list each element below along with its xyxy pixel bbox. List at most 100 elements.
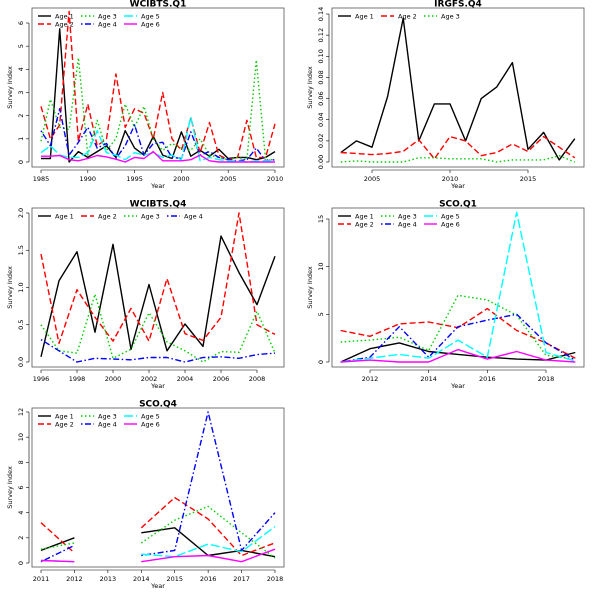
legend-label: Age 3 — [98, 12, 117, 20]
series-line-age-2 — [40, 10, 276, 161]
x-axis: 2005 2010 2015 — [364, 169, 537, 183]
x-tick-label: 2015 — [520, 175, 537, 183]
x-axis: 1996 1998 2000 2002 2004 2006 2008 — [33, 369, 266, 383]
series-line-age-2 — [40, 212, 276, 345]
x-tick-label: 1998 — [69, 375, 86, 383]
series-line-age-1 — [40, 235, 276, 357]
x-tick-label: 1985 — [33, 175, 50, 183]
x-axis-label: Year — [150, 382, 165, 390]
y-tick-label: 0.04 — [317, 112, 325, 126]
y-tick-label: 6 — [17, 485, 25, 489]
x-tick-label: 2016 — [200, 575, 217, 583]
x-tick-label: 2000 — [105, 375, 122, 383]
x-tick-label: 2010 — [267, 175, 284, 183]
y-tick-label: 0.5 — [17, 320, 25, 330]
legend: Age 1 Age 2 Age 3 — [338, 12, 460, 20]
y-axis-label: Survey Index — [306, 66, 314, 109]
series-line-age-3 — [40, 293, 276, 363]
y-tick-label: 1 — [17, 137, 25, 141]
x-tick-label: 2002 — [141, 375, 158, 383]
legend-label: Age 1 — [355, 212, 374, 220]
series-line-age-1 — [41, 28, 276, 163]
series-line-age-2 — [340, 135, 576, 160]
x-tick-label: 2006 — [213, 375, 230, 383]
legend-label: Age 2 — [398, 12, 417, 20]
y-axis-label: Survey Index — [6, 266, 14, 309]
y-tick-label: 4 — [17, 67, 25, 71]
series-line-age-4 — [40, 108, 276, 162]
x-tick-label: 2000 — [173, 175, 190, 183]
x-axis-label: Year — [150, 582, 165, 590]
legend-label: Age 6 — [141, 420, 160, 428]
series-line-age-1 — [340, 17, 576, 161]
series-line-age-3 — [40, 505, 276, 559]
legend-label: Age 3 — [441, 12, 460, 20]
x-tick-label: 2005 — [220, 175, 237, 183]
legend-label: Age 4 — [184, 212, 203, 220]
x-axis: 2011 2012 2013 2014 2015 2016 2017 2018 — [33, 569, 284, 583]
plot-frame — [31, 207, 285, 368]
series-line-age-6 — [40, 548, 276, 563]
y-tick-label: 2 — [17, 114, 25, 118]
series-line-age-5 — [40, 116, 275, 163]
y-axis: 0.0 0.5 1.0 1.5 2.0 — [17, 208, 30, 367]
x-axis-label: Year — [150, 182, 165, 190]
x-tick-label: 2017 — [233, 575, 250, 583]
series-line-age-4 — [40, 339, 276, 363]
plot-frame — [31, 407, 285, 568]
legend-label: Age 2 — [55, 20, 74, 28]
plot-frame — [31, 7, 285, 168]
legend-label: Age 2 — [55, 420, 74, 428]
legend-label: Age 4 — [98, 420, 117, 428]
x-tick-label: 2018 — [267, 575, 284, 583]
x-tick-label: 2008 — [249, 375, 266, 383]
legend: Age 1 Age 2 Age 3 Age 4 — [38, 212, 203, 220]
x-tick-label: 1990 — [80, 175, 97, 183]
x-axis: 2012 2014 2016 2018 — [362, 369, 554, 383]
x-tick-label: 2014 — [420, 375, 437, 383]
x-tick-label: 2012 — [66, 575, 83, 583]
y-axis-label: Survey Index — [6, 66, 14, 109]
legend-label: Age 6 — [141, 20, 160, 28]
series-line-age-1 — [340, 342, 576, 363]
x-tick-label: 2004 — [177, 375, 194, 383]
y-tick-label: 10 — [17, 433, 25, 441]
y-tick-label: 2 — [17, 536, 25, 540]
legend-label: Age 5 — [141, 12, 160, 20]
legend-label: Age 1 — [55, 212, 74, 220]
y-tick-label: 0.10 — [317, 49, 325, 63]
y-axis: 0 5 10 15 — [317, 215, 330, 364]
y-tick-label: 0.14 — [317, 7, 325, 21]
series-line-age-6 — [340, 348, 576, 363]
y-tick-label: 0.00 — [317, 155, 325, 169]
y-tick-label: 5 — [17, 44, 25, 48]
chart-title: IRGFS.Q4 — [434, 0, 482, 10]
y-tick-label: 6 — [17, 21, 25, 25]
y-tick-label: 0.0 — [17, 357, 25, 367]
y-tick-label: 5 — [317, 312, 325, 316]
legend-label: Age 3 — [98, 412, 117, 420]
x-tick-label: 2016 — [479, 375, 496, 383]
x-tick-label: 1995 — [126, 175, 143, 183]
legend-label: Age 2 — [98, 212, 117, 220]
x-axis-label: Year — [450, 382, 465, 390]
chart-panel-sco-q1: SCO.Q1 2012 2014 2016 2018 Year 0 5 10 15 Survey I… — [306, 200, 585, 390]
x-tick-label: 2010 — [442, 175, 459, 183]
y-axis: 0 2 4 6 8 10 12 — [17, 408, 30, 565]
series-line-age-3 — [340, 155, 576, 163]
y-tick-label: 0 — [17, 160, 25, 164]
chart-panel-wcibts-q1: WCIBTS.Q1 1985 1990 1995 2000 2005 2010 Year 0 1 2… — [6, 0, 285, 190]
x-axis-label: Year — [450, 182, 465, 190]
y-tick-label: 15 — [317, 215, 325, 223]
x-axis: 1985 1990 1995 2000 2005 2010 — [33, 169, 284, 183]
y-tick-label: 1.0 — [17, 282, 25, 292]
legend-label: Age 5 — [441, 212, 460, 220]
y-tick-label: 2.0 — [17, 208, 25, 218]
plot-frame — [331, 207, 585, 368]
x-tick-label: 2013 — [100, 575, 117, 583]
legend-label: Age 3 — [398, 212, 417, 220]
